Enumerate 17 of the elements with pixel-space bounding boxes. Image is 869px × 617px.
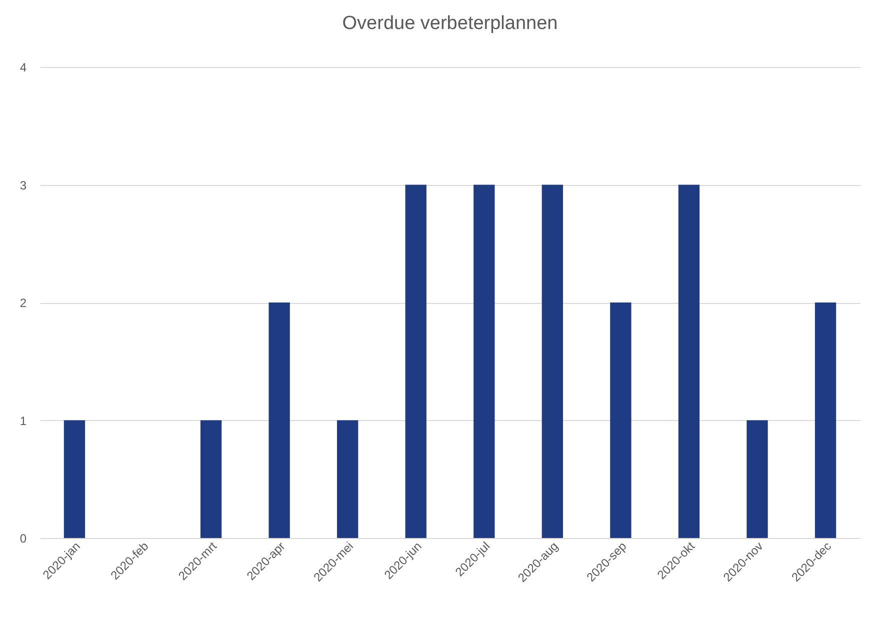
bar [337,420,358,538]
bar [405,184,426,538]
bar [610,302,632,538]
bar [64,420,86,538]
y-tick-label: 4 [20,60,27,74]
bar [746,420,768,538]
bar [542,184,563,538]
bar [678,184,700,538]
y-tick-label: 0 [20,532,27,546]
bar [814,302,836,538]
bar [268,302,290,538]
y-tick-label: 1 [20,414,27,428]
bar [474,184,495,538]
bar [200,420,222,538]
y-tick-label: 3 [20,178,27,192]
chart-title: Overdue verbeterplannen [342,13,558,34]
y-tick-label: 2 [20,296,27,310]
